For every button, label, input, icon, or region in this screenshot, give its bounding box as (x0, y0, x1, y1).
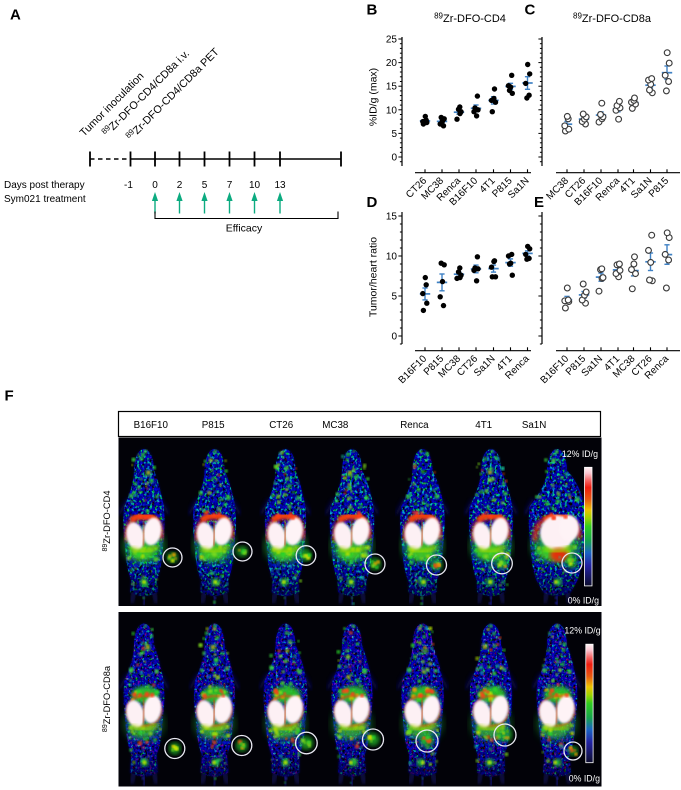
svg-text:Sym021 treatment: Sym021 treatment (4, 194, 86, 205)
svg-text:CT26: CT26 (269, 420, 294, 431)
svg-text:89Zr-DFO-CD8a: 89Zr-DFO-CD8a (102, 665, 112, 732)
svg-text:Days post therapy: Days post therapy (4, 180, 85, 191)
svg-text:Renca: Renca (400, 420, 429, 431)
svg-text:10: 10 (386, 105, 398, 116)
svg-text:5: 5 (391, 129, 397, 140)
svg-text:0% ID/g: 0% ID/g (568, 596, 599, 606)
svg-text:12% ID/g: 12% ID/g (562, 449, 598, 459)
svg-text:0% ID/g: 0% ID/g (569, 774, 600, 784)
svg-text:15: 15 (386, 212, 398, 223)
svg-text:10: 10 (249, 180, 261, 191)
svg-text:MC38: MC38 (322, 420, 349, 431)
svg-text:C: C (525, 2, 536, 19)
svg-text:D: D (367, 194, 378, 211)
svg-text:15: 15 (386, 82, 398, 93)
svg-text:A: A (10, 7, 21, 24)
svg-text:25: 25 (386, 35, 398, 46)
svg-text:E: E (534, 194, 544, 211)
svg-text:20: 20 (386, 58, 398, 69)
svg-text:F: F (5, 388, 14, 405)
svg-text:0: 0 (152, 180, 158, 191)
svg-text:89Zr-DFO-CD4: 89Zr-DFO-CD4 (434, 12, 506, 26)
svg-text:89Zr-DFO-CD4: 89Zr-DFO-CD4 (102, 491, 112, 552)
svg-text:%ID/g (max): %ID/g (max) (368, 68, 380, 126)
svg-text:2: 2 (177, 180, 183, 191)
svg-text:0: 0 (391, 332, 397, 343)
svg-text:-1: -1 (124, 180, 133, 191)
svg-text:Sa1N: Sa1N (522, 420, 547, 431)
svg-text:B: B (367, 2, 378, 19)
svg-text:5: 5 (202, 180, 208, 191)
svg-text:Tumor/heart ratio: Tumor/heart ratio (368, 237, 380, 317)
svg-text:P815: P815 (202, 420, 225, 431)
svg-text:Efficacy: Efficacy (226, 223, 263, 235)
svg-text:5: 5 (391, 292, 397, 303)
svg-text:12% ID/g: 12% ID/g (564, 626, 600, 636)
svg-text:10: 10 (386, 252, 398, 263)
svg-text:7: 7 (227, 180, 233, 191)
svg-text:B16F10: B16F10 (134, 420, 169, 431)
svg-text:0: 0 (391, 153, 397, 164)
svg-text:89Zr-DFO-CD8a: 89Zr-DFO-CD8a (573, 12, 652, 26)
svg-text:4T1: 4T1 (475, 420, 492, 431)
svg-text:13: 13 (274, 180, 286, 191)
